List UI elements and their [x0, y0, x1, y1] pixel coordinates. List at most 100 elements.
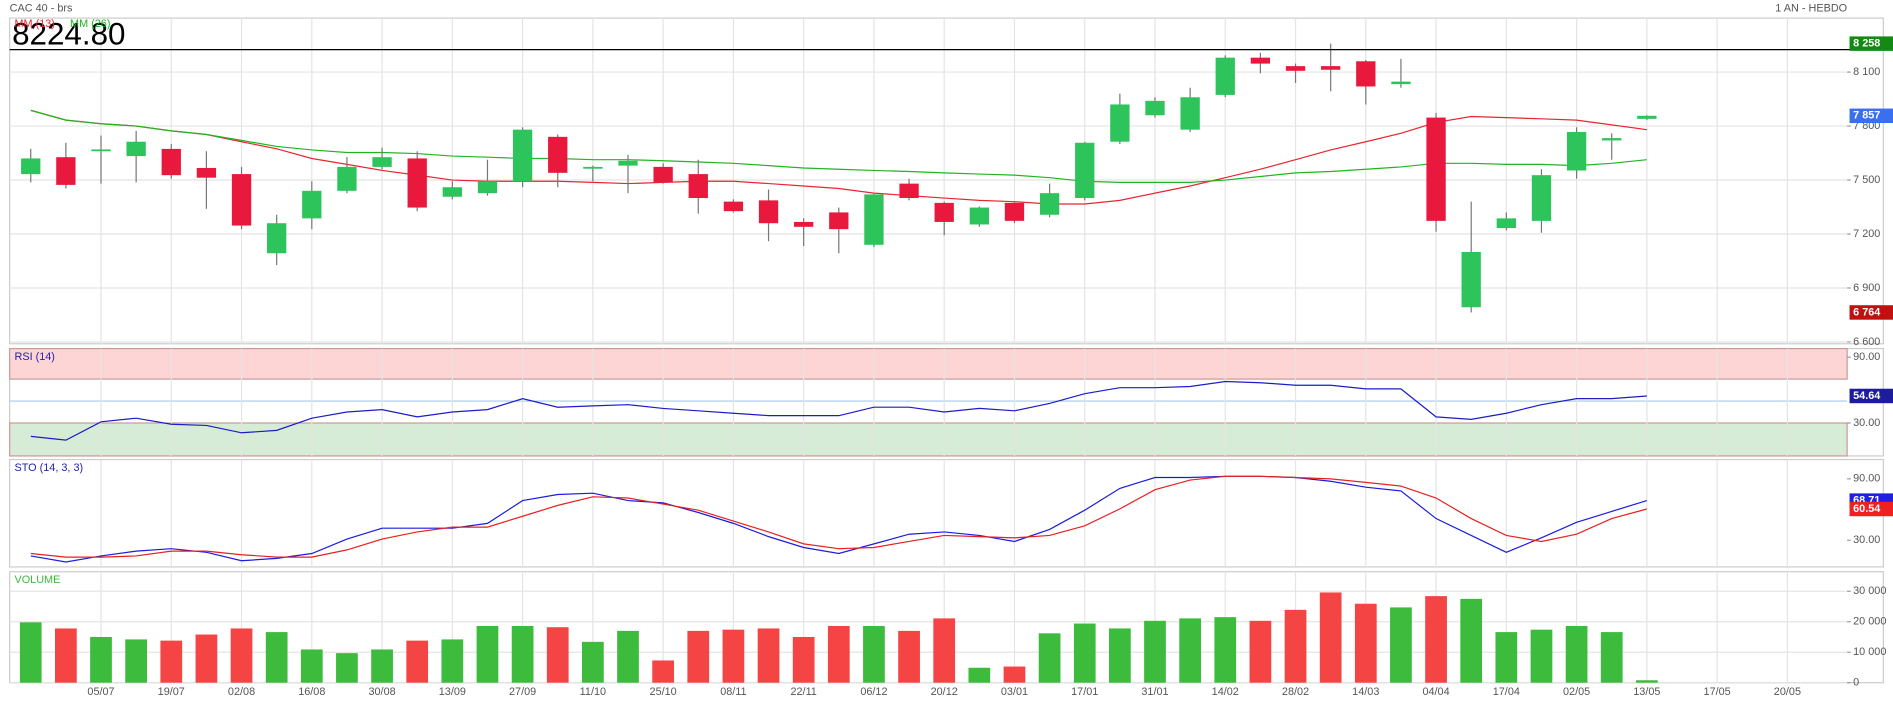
- y-tick-label: 8 100: [1853, 66, 1880, 78]
- candle-body: [969, 207, 989, 225]
- candle-body: [1004, 202, 1025, 221]
- volume-bar: [863, 625, 885, 683]
- x-tick-label: 04/04: [1422, 686, 1449, 698]
- moving-average: [30, 109, 1647, 205]
- candle-body: [1039, 193, 1060, 215]
- candle-body: [1356, 61, 1376, 87]
- volume-bar: [687, 630, 710, 683]
- candle-body: [1285, 66, 1306, 71]
- x-tick-label: 17/01: [1071, 686, 1098, 698]
- volume-bar: [1390, 607, 1412, 683]
- x-tick-label: 28/02: [1282, 686, 1309, 698]
- volume-bar: [898, 630, 920, 683]
- candle-body: [1637, 115, 1657, 119]
- volume-bar: [933, 618, 956, 683]
- candle-body: [653, 166, 673, 183]
- volume-bar: [827, 625, 850, 683]
- x-tick-label: 02/05: [1563, 686, 1590, 698]
- candle-body: [758, 200, 779, 224]
- candle-body: [723, 201, 744, 212]
- x-tick-label: 27/09: [509, 686, 536, 698]
- candle-body: [548, 136, 568, 173]
- x-tick-label: 08/11: [720, 686, 746, 698]
- indicator-line: [30, 475, 1648, 563]
- x-tick-label: 16/08: [298, 686, 325, 698]
- layer-bg: [9, 17, 1884, 684]
- candle-body: [1250, 57, 1271, 64]
- x-tick-label: 13/05: [1633, 686, 1660, 698]
- volume-bar: [90, 636, 112, 683]
- volume-bar: [1354, 603, 1377, 683]
- x-tick-label: 19/07: [158, 686, 185, 698]
- candle-body: [442, 187, 462, 197]
- candle-body: [1566, 131, 1587, 171]
- candle-body: [372, 157, 392, 167]
- candle-body: [1075, 142, 1095, 199]
- candle-body: [21, 158, 41, 175]
- value-flag-label: 8 258: [1853, 38, 1880, 50]
- panel: [9, 458, 1884, 568]
- volume-bar: [1319, 592, 1342, 683]
- candle-body: [196, 167, 217, 178]
- candle-body: [512, 129, 533, 182]
- candle-body: [407, 158, 427, 208]
- candle-body: [91, 149, 111, 152]
- volume-bar: [582, 641, 604, 683]
- value-flag: [1849, 36, 1893, 51]
- x-tick-label: 31/01: [1141, 686, 1168, 698]
- x-tick-label: 13/09: [439, 686, 466, 698]
- value-flag: [1849, 501, 1893, 517]
- candle-body: [267, 223, 287, 254]
- volume-bar: [406, 640, 429, 683]
- candle-body: [126, 141, 146, 157]
- volume-bar: [160, 640, 183, 683]
- candle-body: [1215, 57, 1235, 95]
- x-tick-label: 03/01: [1001, 686, 1028, 698]
- candle-body: [56, 157, 76, 185]
- volume-bar: [617, 630, 639, 683]
- x-tick-label: 06/12: [860, 686, 887, 698]
- x-tick-label: 02/08: [228, 686, 255, 698]
- volume-bar: [371, 649, 393, 683]
- candle-body: [1180, 97, 1200, 130]
- candle-body: [1145, 100, 1165, 116]
- value-flag-label: 60.54: [1853, 503, 1880, 515]
- indicator-line: [30, 475, 1647, 558]
- volume-bar: [1495, 632, 1518, 683]
- y-tick-label: 90.00: [1853, 351, 1880, 363]
- volume-bar: [1109, 628, 1131, 683]
- zone: [9, 347, 1848, 380]
- x-tick-label: 11/10: [580, 686, 606, 698]
- value-flag-label: 68.71: [1853, 495, 1880, 507]
- candle-body: [337, 166, 357, 191]
- volume-bar: [336, 653, 358, 683]
- y-tick-label: 30.00: [1853, 417, 1880, 429]
- candle-body: [302, 190, 322, 219]
- x-tick-label: 22/11: [790, 686, 816, 698]
- candle-body: [477, 181, 498, 194]
- x-tick-label: 25/10: [650, 686, 677, 698]
- last-price: 8224.80: [12, 16, 125, 51]
- volume-bar: [1600, 632, 1623, 683]
- volume-bar: [1565, 625, 1588, 683]
- y-tick-label: 7 800: [1853, 120, 1880, 132]
- volume-bar: [1530, 629, 1553, 683]
- candle-body: [688, 174, 708, 199]
- x-tick-label: 30/08: [368, 686, 395, 698]
- y-tick-label: 0: [1853, 677, 1859, 689]
- volume-bar: [1425, 596, 1447, 683]
- volume-bar: [441, 639, 464, 683]
- x-tick-label: 05/07: [87, 686, 114, 698]
- volume-bar: [1460, 598, 1483, 683]
- candle-body: [829, 212, 849, 230]
- candle-body: [1321, 66, 1341, 70]
- candle-body: [1602, 138, 1622, 141]
- legend-entry: MM (26): [70, 18, 110, 30]
- value-flag: [1849, 388, 1893, 404]
- x-tick-label: 17/05: [1704, 686, 1731, 698]
- candle-body: [1110, 104, 1130, 142]
- candle-body: [1426, 117, 1446, 221]
- volume-bar: [546, 627, 569, 683]
- volume-bar: [1284, 609, 1307, 683]
